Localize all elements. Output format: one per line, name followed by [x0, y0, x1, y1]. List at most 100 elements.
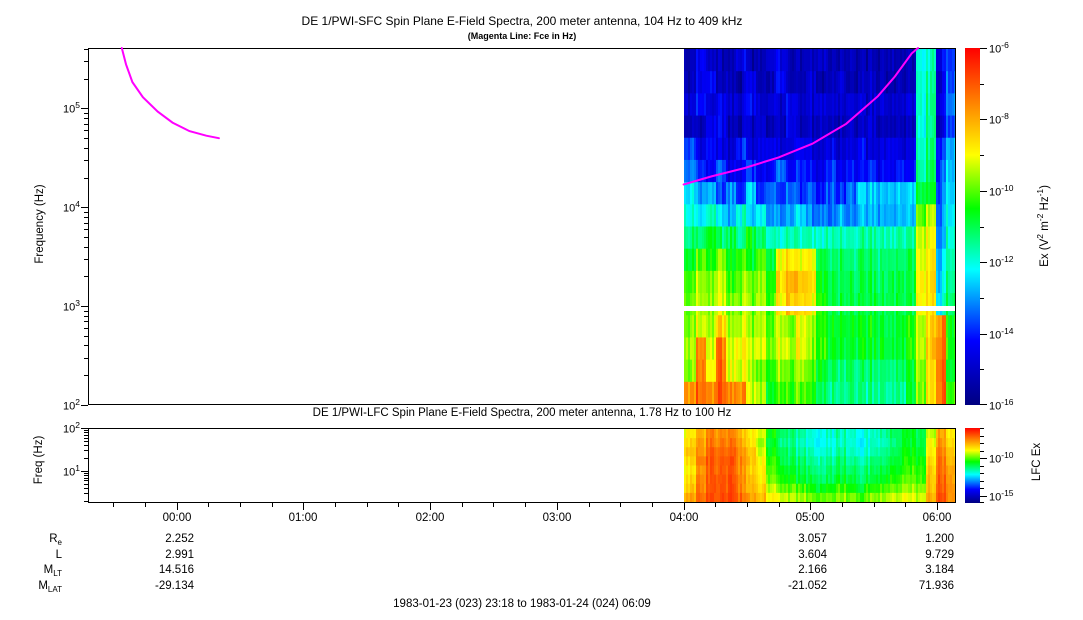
- sfc-colorbar-scale-tick-label: 10-10: [989, 183, 1014, 199]
- sfc-y-axis-minor-tick: [84, 223, 88, 224]
- time-axis-minor-tick: [208, 503, 209, 507]
- power-base: 10: [63, 301, 76, 314]
- sfc-y-axis-minor-tick: [84, 276, 88, 277]
- ephemeris-value: 2.252: [165, 533, 194, 545]
- sfc-panel-title: DE 1/PWI-SFC Spin Plane E-Field Spectra,…: [301, 14, 743, 28]
- ephemeris-value: 14.516: [158, 564, 194, 576]
- lfc-y-axis-major-tick: [81, 471, 88, 472]
- power-exponent: 1: [75, 463, 80, 473]
- lfc-colorbar: [965, 428, 980, 503]
- sfc-colorbar-scale-minor-tick: [980, 155, 984, 156]
- power-base: 10: [63, 423, 76, 436]
- sfc-colorbar-scale-major-tick: [980, 334, 987, 335]
- sfc-colorbar-scale-tick-label: 10-8: [989, 111, 1009, 127]
- hour-label: 00:00: [162, 512, 192, 524]
- sfc-colorbar-scale-tick-label: 10-12: [989, 254, 1014, 270]
- lfc-heatmap: [684, 429, 955, 502]
- power-base: 10: [989, 453, 1002, 466]
- time-axis-minor-tick: [493, 503, 494, 507]
- sfc-colorbar-label-part: m: [1038, 221, 1051, 234]
- time-axis-minor-tick: [620, 503, 621, 507]
- sfc-y-axis-minor-tick: [84, 321, 88, 322]
- ephemeris-label-sub: e: [57, 538, 62, 547]
- power-exponent: 2: [75, 397, 80, 407]
- lfc-y-axis-minor-tick: [84, 438, 88, 439]
- time-axis-minor-tick: [525, 503, 526, 507]
- power-base: 10: [989, 491, 1002, 504]
- sfc-colorbar-scale-minor-tick: [980, 227, 984, 228]
- lfc-y-axis-major-tick: [81, 428, 88, 429]
- ephemeris-value: 71.936: [918, 580, 954, 592]
- sfc-y-axis-minor-tick: [84, 345, 88, 346]
- time-axis-minor-tick: [398, 503, 399, 507]
- ephemeris-value: 2.991: [165, 549, 194, 561]
- time-axis-minor-tick: [747, 503, 748, 507]
- ephemeris-value: 2.166: [798, 564, 827, 576]
- sfc-y-axis-minor-tick: [84, 49, 88, 50]
- sfc-y-axis-minor-tick: [84, 259, 88, 260]
- lfc-colorbar-scale-minor-tick: [980, 436, 984, 437]
- ephemeris-row-label: MLAT: [0, 580, 62, 594]
- time-axis-minor-tick: [272, 503, 273, 507]
- sfc-y-axis-tick-label: 104: [32, 199, 80, 215]
- sfc-y-axis-minor-tick: [84, 130, 88, 131]
- sfc-colorbar-scale-major-tick: [980, 404, 987, 405]
- time-axis-minor-tick: [367, 503, 368, 507]
- lfc-colorbar-scale-minor-tick: [980, 473, 984, 474]
- time-axis-minor-tick: [779, 503, 780, 507]
- sfc-colorbar-scale-tick-label: 10-6: [989, 40, 1009, 56]
- ephemeris-value: 3.057: [798, 533, 827, 545]
- time-axis-major-tick: [430, 503, 431, 510]
- sfc-colorbar-label-part: -2: [1035, 213, 1046, 222]
- lfc-colorbar-scale-minor-tick: [980, 466, 984, 467]
- hour-label: 06:00: [922, 512, 952, 524]
- sfc-y-axis-label: Frequency (Hz): [34, 184, 46, 264]
- power-base: 10: [989, 329, 1002, 342]
- ephemeris-label-base: R: [49, 533, 58, 545]
- time-axis-minor-tick: [113, 503, 114, 507]
- sfc-y-axis-minor-tick: [84, 229, 88, 230]
- power-exponent: -8: [1001, 111, 1009, 121]
- time-axis-major-tick: [557, 503, 558, 510]
- power-exponent: -15: [1001, 488, 1014, 498]
- power-base: 10: [989, 186, 1002, 199]
- sfc-y-axis-minor-tick: [84, 118, 88, 119]
- ephemeris-row-label: MLT: [0, 564, 62, 578]
- ephemeris-label-base: M: [43, 564, 54, 576]
- sfc-y-axis-minor-tick: [84, 61, 88, 62]
- lfc-y-axis-minor-tick: [84, 493, 88, 494]
- time-axis-minor-tick: [652, 503, 653, 507]
- time-axis-major-tick: [810, 503, 811, 510]
- time-axis-major-tick: [937, 503, 938, 510]
- ephemeris-value: 9.729: [925, 549, 954, 561]
- lfc-y-axis-tick-label: 102: [32, 420, 80, 436]
- ephemeris-label-sub: LAT: [47, 585, 62, 594]
- lfc-y-axis-minor-tick: [84, 441, 88, 442]
- sfc-colorbar-label-part: Ex (V: [1038, 238, 1051, 267]
- sfc-colorbar-scale-major-tick: [980, 119, 987, 120]
- sfc-y-axis-minor-tick: [84, 178, 88, 179]
- sfc-y-axis-minor-tick: [84, 247, 88, 248]
- sfc-y-axis-minor-tick: [84, 316, 88, 317]
- sfc-y-axis-major-tick: [81, 306, 88, 307]
- sfc-y-axis-minor-tick: [84, 311, 88, 312]
- time-axis-minor-tick: [462, 503, 463, 507]
- sfc-y-axis-minor-tick: [84, 124, 88, 125]
- power-exponent: 4: [75, 199, 80, 209]
- lfc-y-axis-minor-tick: [84, 475, 88, 476]
- lfc-y-axis-minor-tick: [84, 473, 88, 474]
- ephemeris-value: -29.134: [154, 580, 194, 592]
- ephemeris-label-sub: LT: [53, 569, 62, 578]
- lfc-colorbar-scale-minor-tick: [980, 428, 984, 429]
- sfc-y-axis-minor-tick: [84, 375, 88, 376]
- hour-label: 05:00: [795, 512, 825, 524]
- lfc-colorbar-scale-minor-tick: [980, 502, 984, 503]
- ephemeris-row-label: L: [0, 549, 62, 561]
- power-base: 10: [989, 400, 1002, 413]
- hour-label: 02:00: [415, 512, 445, 524]
- ephemeris-value: -21.052: [787, 580, 827, 592]
- lfc-y-axis-minor-tick: [84, 450, 88, 451]
- power-base: 10: [63, 400, 76, 413]
- lfc-y-axis-minor-tick: [84, 501, 88, 502]
- power-base: 10: [63, 103, 76, 116]
